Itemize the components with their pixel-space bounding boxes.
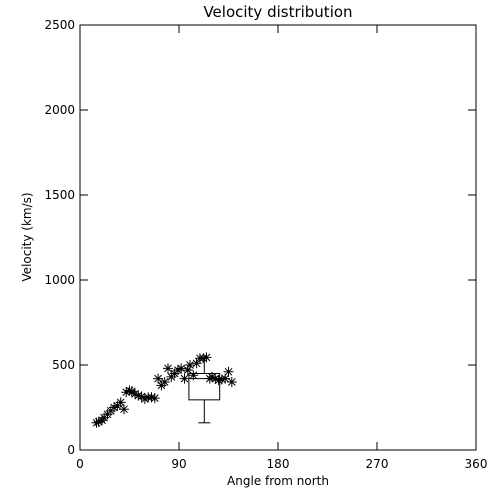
y-axis-label: Velocity (km/s) — [20, 192, 34, 281]
x-axis: 0 90 180 270 360 — [76, 25, 487, 471]
data-point — [126, 386, 137, 397]
data-point — [179, 373, 190, 384]
data-point — [121, 387, 132, 398]
data-point — [149, 393, 160, 404]
data-point — [139, 394, 150, 404]
data-point — [188, 370, 199, 381]
data-point — [91, 417, 102, 428]
data-point — [93, 416, 104, 427]
data-point — [185, 360, 195, 370]
data-point — [223, 366, 234, 377]
chart-title: Velocity distribution — [203, 3, 352, 21]
data-point — [210, 373, 221, 384]
data-point — [153, 373, 164, 384]
data-point — [172, 365, 183, 376]
y-tick-label: 1500 — [44, 188, 75, 202]
data-point — [159, 377, 170, 387]
y-tick-label: 1000 — [44, 273, 75, 287]
y-tick-label: 2500 — [44, 18, 75, 32]
x-tick-label: 90 — [171, 457, 186, 471]
data-point — [176, 363, 187, 374]
data-point — [182, 365, 193, 376]
data-point — [119, 404, 129, 415]
data-point — [191, 358, 202, 369]
y-axis: 0 500 1000 1500 2000 2500 — [44, 18, 476, 457]
x-tick-label: 360 — [465, 457, 488, 471]
data-point — [133, 390, 144, 401]
data-point — [216, 374, 227, 385]
y-tick-label: 0 — [67, 443, 75, 457]
plot-area-frame — [79, 24, 477, 451]
x-axis-label: Angle from north — [227, 474, 329, 488]
data-point — [226, 377, 237, 387]
data-point — [201, 352, 212, 363]
data-point — [109, 402, 120, 413]
data-point — [163, 363, 173, 374]
data-point — [124, 385, 135, 396]
y-tick-label: 2000 — [44, 103, 75, 117]
data-point — [207, 371, 217, 382]
data-point — [146, 392, 157, 403]
x-tick-label: 0 — [76, 457, 84, 471]
y-tick-label: 500 — [52, 358, 75, 372]
data-point — [136, 391, 147, 402]
data-point — [115, 397, 126, 408]
data-points — [91, 352, 237, 428]
data-point — [213, 375, 224, 386]
x-tick-label: 270 — [366, 457, 389, 471]
x-tick-label: 180 — [267, 457, 290, 471]
data-point — [130, 388, 140, 399]
data-point — [220, 373, 231, 384]
data-point — [198, 353, 209, 364]
